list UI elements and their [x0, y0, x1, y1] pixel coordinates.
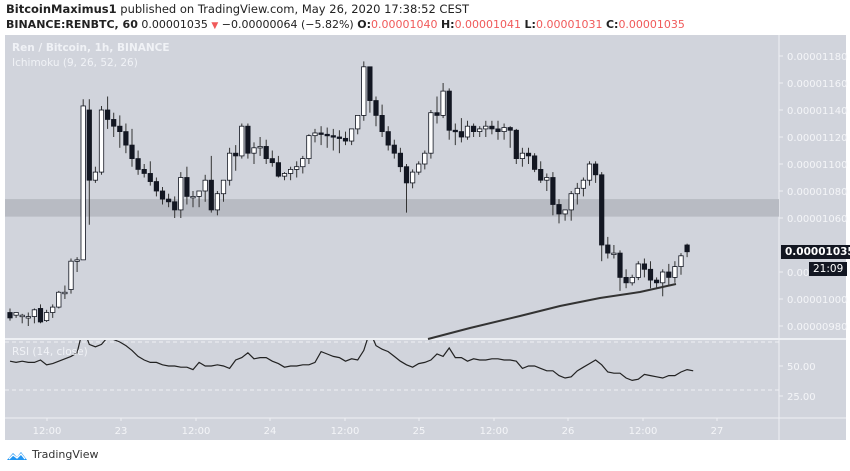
close-value: 0.00001035	[618, 18, 685, 31]
svg-text:50.00: 50.00	[787, 362, 816, 373]
brand-name: TradingView	[32, 448, 99, 461]
indicator-rsi-label[interactable]: RSI (14, close)	[12, 346, 88, 358]
tradingview-logo-icon	[7, 451, 27, 460]
indicator-ichimoku-label[interactable]: Ichimoku (9, 26, 52, 26)	[12, 57, 138, 69]
svg-text:26: 26	[562, 426, 575, 437]
svg-text:12:00: 12:00	[33, 426, 62, 437]
svg-text:27: 27	[711, 426, 724, 437]
high-value: 0.00001041	[454, 18, 522, 31]
svg-text:25.00: 25.00	[787, 392, 816, 403]
svg-text:25: 25	[413, 426, 426, 437]
low-value: 0.00001031	[535, 18, 603, 31]
open-value: 0.00001040	[370, 18, 438, 31]
svg-text:12:00: 12:00	[331, 426, 360, 437]
svg-text:0.00001000: 0.00001000	[787, 295, 847, 306]
last-price: 0.00001035	[141, 18, 208, 31]
svg-text:0.00001100: 0.00001100	[787, 160, 847, 171]
chart-panel[interactable]	[5, 35, 846, 440]
open-label: O:	[357, 18, 371, 31]
high-label: H:	[440, 18, 455, 31]
svg-text:0.00001080: 0.00001080	[787, 187, 847, 198]
svg-text:12:00: 12:00	[480, 426, 509, 437]
svg-text:0.00000980: 0.00000980	[787, 322, 847, 333]
symbol-info: BINANCE:RENBTC, 60 0.00001035 ▼ −0.00000…	[6, 18, 685, 31]
published-text: published on TradingView.com, May 26, 20…	[120, 2, 470, 16]
publish-info: BitcoinMaximus1 published on TradingView…	[6, 2, 469, 16]
footer-brand[interactable]: TradingView	[6, 448, 98, 461]
svg-text:23: 23	[115, 426, 128, 437]
svg-text:24: 24	[264, 426, 277, 437]
close-label: C:	[605, 18, 619, 31]
svg-text:0.00001160: 0.00001160	[787, 79, 847, 90]
svg-text:0.00001060: 0.00001060	[787, 214, 847, 225]
svg-text:0.00001120: 0.00001120	[787, 133, 847, 144]
current-price-tag: 0.00001035	[781, 245, 850, 259]
svg-text:12:00: 12:00	[629, 426, 658, 437]
low-label: L:	[524, 18, 536, 31]
symbol-label: BINANCE:RENBTC, 60	[6, 18, 138, 31]
bar-countdown: 21:09	[809, 262, 848, 276]
svg-text:0.00001180: 0.00001180	[787, 52, 847, 63]
down-arrow-icon: ▼	[211, 21, 219, 31]
svg-text:12:00: 12:00	[182, 426, 211, 437]
chart-title: Ren / Bitcoin, 1h, BINANCE	[12, 42, 170, 54]
price-change: −0.00000064 (−5.82%)	[221, 18, 354, 31]
publisher-name[interactable]: BitcoinMaximus1	[6, 2, 117, 16]
svg-text:0.00001140: 0.00001140	[787, 106, 847, 117]
